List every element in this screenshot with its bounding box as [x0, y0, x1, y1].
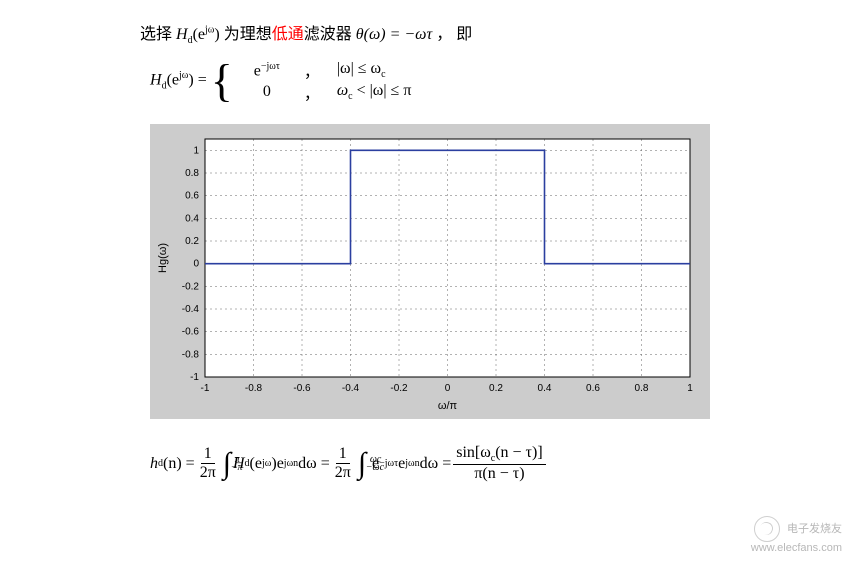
- svg-text:-0.6: -0.6: [293, 383, 311, 394]
- svg-text:-0.6: -0.6: [182, 327, 200, 338]
- svg-text:0.4: 0.4: [538, 383, 552, 394]
- svg-text:0: 0: [445, 383, 451, 394]
- svg-text:1: 1: [687, 383, 693, 394]
- watermark-name: 电子发烧友: [787, 523, 842, 535]
- svg-text:1: 1: [193, 146, 199, 157]
- svg-text:-0.4: -0.4: [342, 383, 360, 394]
- watermark-logo-icon: [754, 516, 780, 542]
- svg-text:0.2: 0.2: [185, 236, 199, 247]
- frac-1-over-2pi-a: 1 2π: [197, 445, 219, 481]
- lowpass-chart: -1 -0.8 -0.6 -0.4 -0.2 0 0.2 0.4 0.6 0.8 1 -1 -0.8 -0…: [150, 124, 710, 424]
- svg-text:-0.2: -0.2: [182, 282, 200, 293]
- chart-svg: -1 -0.8 -0.6 -0.4 -0.2 0 0.2 0.4 0.6 0.8 1 -1 -0.8 -0…: [150, 124, 710, 419]
- integral-pi: ∫π−π: [223, 454, 231, 474]
- frac-1-over-2pi-b: 1 2π: [332, 445, 354, 481]
- frac-sinc: sin[ωc(n − τ)] π(n − τ): [453, 444, 545, 483]
- left-brace: {: [211, 58, 233, 104]
- svg-text:0.4: 0.4: [185, 214, 199, 225]
- watermark: 电子发烧友 www.elecfans.com: [751, 516, 842, 554]
- svg-text:0.6: 0.6: [185, 191, 199, 202]
- intro-H: H: [176, 26, 188, 43]
- integral-wc: ∫ωc−ωc: [358, 454, 366, 474]
- svg-text:-0.2: -0.2: [390, 383, 408, 394]
- svg-text:Hg(ω): Hg(ω): [157, 243, 169, 273]
- svg-text:-0.4: -0.4: [182, 304, 200, 315]
- svg-text:-1: -1: [190, 372, 199, 383]
- watermark-url: www.elecfans.com: [751, 542, 842, 554]
- intro-text: 选择 Hd(ejω) 为理想低通滤波器 θ(ω) = −ωτ ， 即: [140, 20, 817, 46]
- svg-text:0.6: 0.6: [586, 383, 600, 394]
- svg-text:0.2: 0.2: [489, 383, 503, 394]
- highlight-lowpass: 低通: [272, 26, 304, 43]
- svg-text:0.8: 0.8: [185, 168, 199, 179]
- equation-integral: hd(n) = 1 2π ∫π−π Hd(ejω)ejωndω = 1 2π ∫…: [150, 444, 817, 483]
- svg-text:0.8: 0.8: [635, 383, 649, 394]
- equation-piecewise: Hd(ejω) = { e−jωτ ， |ω| ≤ ωc 0 ， ωc < |ω…: [150, 58, 817, 104]
- svg-text:0: 0: [193, 259, 199, 270]
- svg-text:-0.8: -0.8: [182, 350, 200, 361]
- svg-text:-0.8: -0.8: [245, 383, 263, 394]
- svg-text:ω/π: ω/π: [438, 400, 458, 412]
- intro-prefix: 选择: [140, 26, 172, 43]
- theta-expr: θ(ω) = −ωτ: [356, 26, 432, 43]
- svg-text:-1: -1: [201, 383, 210, 394]
